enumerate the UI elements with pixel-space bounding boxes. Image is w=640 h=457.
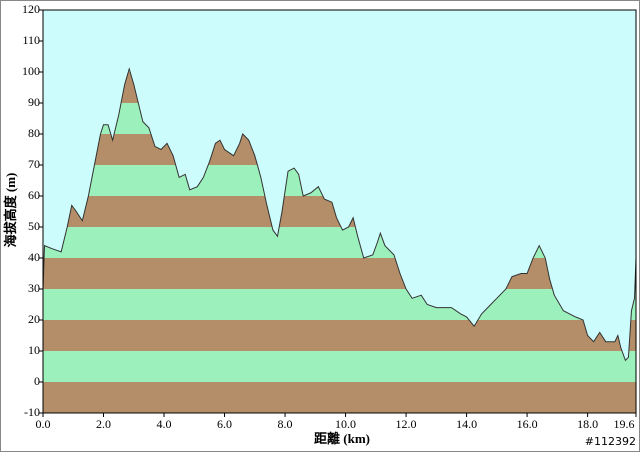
- x-tick-label: 16.0: [517, 417, 538, 431]
- plot-border: [42, 9, 637, 414]
- x-tick-label: 4.0: [157, 417, 172, 431]
- elevation-band: [43, 258, 636, 289]
- y-tick-label: 90: [28, 95, 40, 109]
- x-tick-label: 0.0: [36, 417, 51, 431]
- y-tick-label: 0: [34, 374, 40, 388]
- elevation-band: [43, 289, 636, 320]
- y-tick-label: 30: [28, 281, 40, 295]
- x-tick-label: 10.0: [335, 417, 356, 431]
- y-tick-label: 50: [28, 219, 40, 233]
- y-tick-label: 100: [22, 64, 40, 78]
- watermark: #112392: [585, 435, 636, 448]
- x-tick-label: 18.0: [577, 417, 598, 431]
- elevation-line: [42, 67, 637, 362]
- x-tick-label: 2.0: [96, 417, 111, 431]
- elevation-band: [43, 382, 636, 413]
- y-tick-label: 60: [28, 188, 40, 202]
- x-tick-label: 12.0: [396, 417, 417, 431]
- elevation-band: [43, 320, 636, 351]
- y-tick-label: 10: [28, 343, 40, 357]
- y-tick-label: 80: [28, 126, 40, 140]
- x-tick-label: 19.6: [614, 417, 635, 431]
- x-tick-label: 6.0: [217, 417, 232, 431]
- y-axis-label: 海拔高度 (m): [3, 173, 18, 248]
- y-tick-label: 40: [28, 250, 40, 264]
- y-tick-label: 120: [22, 2, 40, 16]
- y-tick-label: -10: [24, 405, 40, 419]
- y-tick-label: 110: [22, 33, 40, 47]
- x-tick-label: 8.0: [278, 417, 293, 431]
- y-tick-label: 70: [28, 157, 40, 171]
- y-tick-label: 20: [28, 312, 40, 326]
- x-tick-label: 14.0: [456, 417, 477, 431]
- x-axis-label: 距離 (km): [314, 431, 370, 446]
- elevation-band: [43, 351, 636, 382]
